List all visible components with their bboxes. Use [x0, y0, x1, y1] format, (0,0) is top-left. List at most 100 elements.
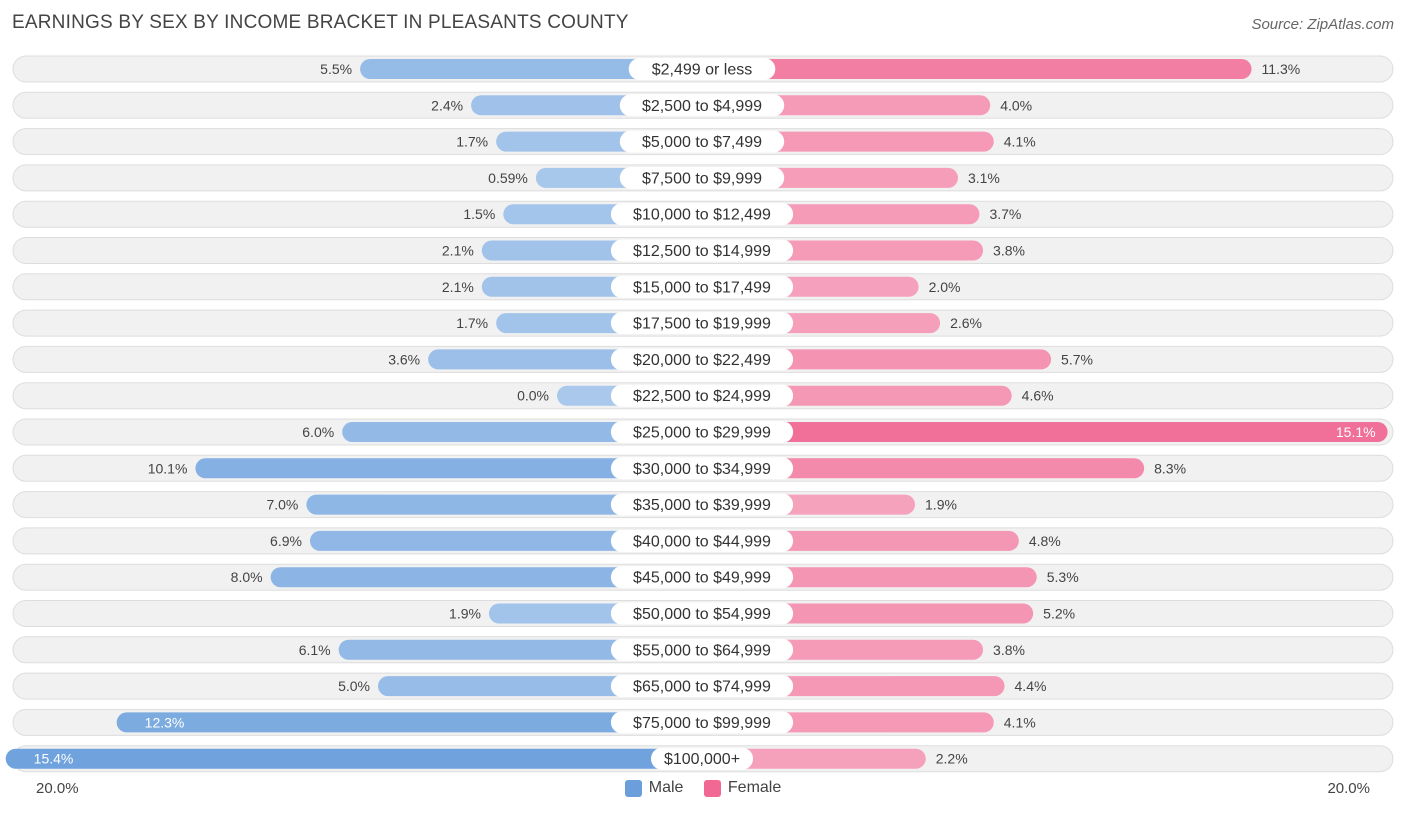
- category-label: $15,000 to $17,499: [633, 279, 771, 296]
- category-label-background: [610, 348, 794, 371]
- male-bar: [195, 458, 703, 479]
- female-value-label: 5.2%: [1043, 606, 1075, 622]
- category-label-background: [610, 457, 794, 480]
- category-label: $35,000 to $39,999: [633, 497, 771, 514]
- male-value-label: 1.7%: [456, 315, 488, 331]
- male-value-label: 2.1%: [442, 279, 474, 295]
- male-swatch-icon: [624, 779, 642, 797]
- male-bar: [338, 639, 702, 660]
- male-value-label: 0.59%: [488, 170, 528, 186]
- female-bar: [702, 458, 1145, 479]
- male-bar: [270, 567, 702, 588]
- female-value-label: 4.4%: [1015, 678, 1047, 694]
- category-label: $12,500 to $14,999: [633, 243, 771, 260]
- category-label: $2,500 to $4,999: [642, 98, 762, 115]
- female-value-label: 4.1%: [1004, 134, 1036, 150]
- category-label: $5,000 to $7,499: [642, 134, 762, 151]
- female-value-label: 5.7%: [1061, 351, 1093, 367]
- category-label: $45,000 to $49,999: [633, 570, 771, 587]
- male-value-label: 5.0%: [338, 678, 370, 694]
- category-label-background: [619, 130, 785, 153]
- bar-chart: $2,499 or less 5.5% 11.3% $2,500 to $4,999 2…: [5, 55, 1394, 773]
- female-value-label: 8.3%: [1154, 460, 1186, 476]
- category-label: $7,500 to $9,999: [642, 170, 762, 187]
- category-label-background: [610, 638, 794, 661]
- female-bar: [702, 59, 1252, 79]
- female-value-label: 3.8%: [993, 642, 1025, 658]
- category-label-background: [610, 384, 794, 407]
- male-bar: [306, 494, 702, 515]
- female-value-label: 2.6%: [950, 315, 982, 331]
- male-bar: [309, 530, 702, 551]
- category-label: $100,000+: [664, 751, 740, 768]
- male-bar: [116, 712, 702, 733]
- female-value-label: 4.1%: [1004, 714, 1036, 730]
- male-value-label: 1.7%: [456, 134, 488, 150]
- category-label: $22,500 to $24,999: [633, 388, 771, 405]
- female-value-label: 2.0%: [929, 279, 961, 295]
- female-swatch-icon: [703, 779, 721, 797]
- female-value-label: 3.8%: [993, 243, 1025, 259]
- category-label-background: [610, 675, 794, 698]
- male-value-label: 6.0%: [302, 424, 334, 440]
- male-value-label: 12.3%: [145, 714, 185, 730]
- category-label: $65,000 to $74,999: [633, 679, 771, 696]
- male-value-label: 7.0%: [266, 497, 298, 513]
- male-value-label: 5.5%: [320, 61, 352, 77]
- category-label-background: [610, 602, 794, 625]
- category-label: $40,000 to $44,999: [633, 533, 771, 550]
- category-label-background: [610, 312, 794, 335]
- female-value-label: 4.6%: [1022, 388, 1054, 404]
- female-value-label: 15.1%: [1336, 424, 1376, 440]
- male-bar: [342, 422, 702, 442]
- category-label-background: [619, 166, 785, 189]
- female-value-label: 4.8%: [1029, 533, 1061, 549]
- female-bar: [702, 422, 1388, 442]
- category-label-background: [610, 493, 794, 516]
- source-label: Source: ZipAtlas.com: [1251, 16, 1394, 33]
- male-bar: [5, 748, 703, 769]
- male-value-label: 1.9%: [449, 606, 481, 622]
- category-label-background: [610, 529, 794, 552]
- category-label-background: [610, 275, 794, 298]
- category-label-background: [610, 711, 794, 734]
- category-label-background: [610, 239, 794, 262]
- legend-label-female: Female: [727, 779, 782, 796]
- legend-item-male: Male: [624, 779, 684, 797]
- legend: Male Female: [0, 779, 1406, 802]
- male-value-label: 6.9%: [270, 533, 302, 549]
- male-value-label: 3.6%: [388, 351, 420, 367]
- category-label-background: [610, 421, 794, 443]
- male-value-label: 1.5%: [463, 206, 495, 222]
- male-value-label: 15.4%: [34, 751, 74, 767]
- female-value-label: 3.1%: [968, 170, 1000, 186]
- category-label: $55,000 to $64,999: [633, 642, 771, 659]
- male-value-label: 8.0%: [231, 569, 263, 585]
- female-value-label: 11.3%: [1262, 61, 1301, 77]
- category-label: $10,000 to $12,499: [633, 207, 771, 224]
- legend-item-female: Female: [703, 779, 782, 797]
- category-label: $75,000 to $99,999: [633, 715, 771, 732]
- category-label-background: [650, 747, 754, 770]
- female-value-label: 2.2%: [936, 751, 968, 767]
- category-label: $2,499 or less: [652, 62, 753, 79]
- category-label-background: [610, 566, 794, 589]
- male-value-label: 10.1%: [148, 460, 188, 476]
- category-label: $50,000 to $54,999: [633, 606, 771, 623]
- female-value-label: 3.7%: [989, 206, 1021, 222]
- category-label: $17,500 to $19,999: [633, 316, 771, 333]
- legend-label-male: Male: [648, 779, 684, 796]
- axis-left-label: 20.0%: [36, 780, 79, 797]
- female-value-label: 4.0%: [1000, 97, 1032, 113]
- category-label: $25,000 to $29,999: [633, 425, 771, 442]
- female-value-label: 1.9%: [925, 497, 957, 513]
- axis-right-label: 20.0%: [1327, 780, 1370, 797]
- male-value-label: 2.4%: [431, 97, 463, 113]
- male-value-label: 6.1%: [299, 642, 331, 658]
- male-value-label: 0.0%: [517, 388, 549, 404]
- category-label: $30,000 to $34,999: [633, 461, 771, 478]
- chart-title: EARNINGS BY SEX BY INCOME BRACKET IN PLE…: [12, 12, 629, 33]
- category-label-background: [628, 58, 776, 80]
- category-label: $20,000 to $22,499: [633, 352, 771, 369]
- female-bar: [702, 748, 926, 769]
